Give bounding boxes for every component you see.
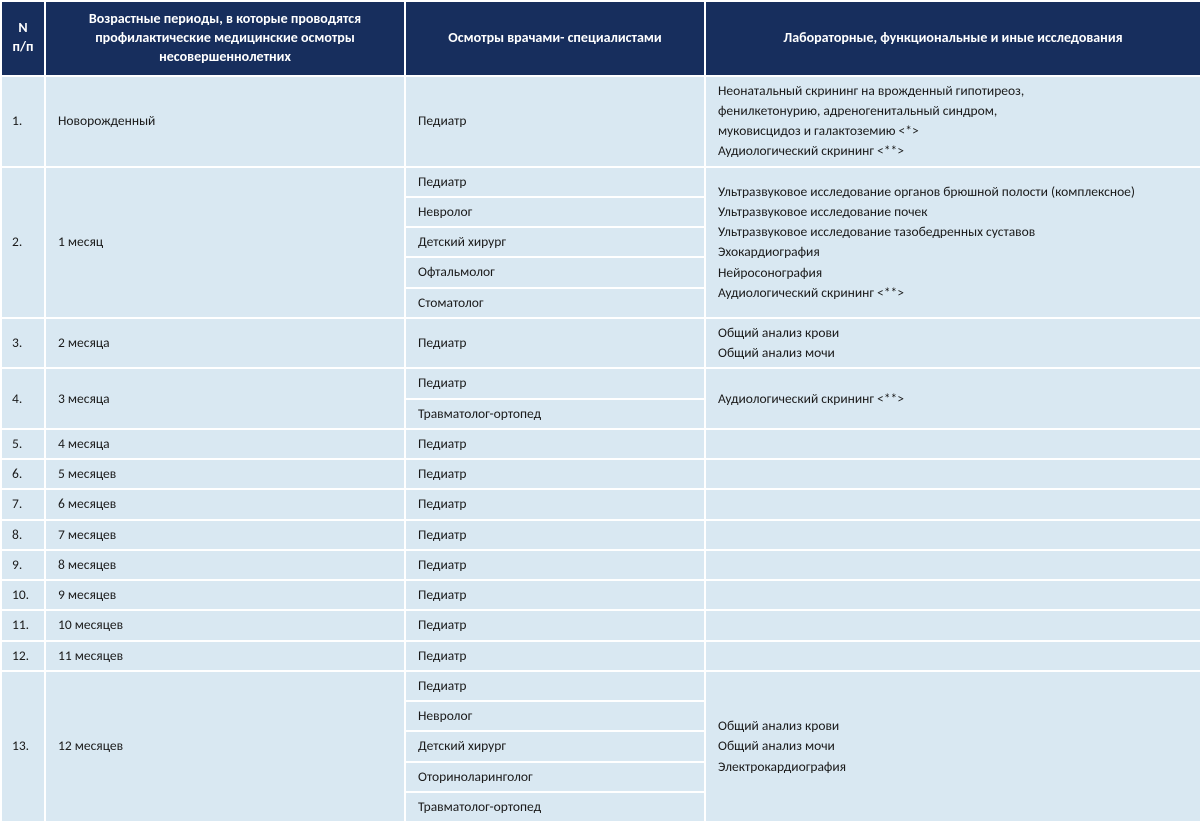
lab-line: Ультразвуковое исследование тазобедренны… (718, 222, 1188, 242)
cell-doctor: Педиатр (405, 76, 705, 167)
cell-age: Новорожденный (45, 76, 405, 167)
table-row: 7.6 месяцевПедиатр (1, 489, 1200, 519)
cell-age: 2 месяца (45, 318, 405, 369)
cell-doctor: Педиатр (405, 550, 705, 580)
cell-lab (705, 641, 1200, 671)
lab-line: Общий анализ мочи (718, 736, 1188, 756)
lab-line: Ультразвуковое исследование органов брюш… (718, 182, 1188, 202)
cell-doctor: Невролог (405, 701, 705, 731)
table-row: 6.5 месяцевПедиатр (1, 459, 1200, 489)
cell-lab: Аудиологический скрининг <**> (705, 368, 1200, 429)
cell-doctor: Невролог (405, 197, 705, 227)
cell-number: 3. (1, 318, 45, 369)
lab-line: Общий анализ крови (718, 716, 1188, 736)
medical-schedule-table: N п/п Возрастные периоды, в которые пров… (0, 0, 1200, 823)
cell-age: 11 месяцев (45, 641, 405, 671)
table-row: 4.3 месяцаПедиатрАудиологический скринин… (1, 368, 1200, 398)
table-body: 1.НоворожденныйПедиатрНеонатальный скрин… (1, 76, 1200, 823)
table-row: 1.НоворожденныйПедиатр Неонатальный скрин… (1, 76, 1200, 167)
cell-age: 7 месяцев (45, 520, 405, 550)
cell-doctor: Педиатр (405, 489, 705, 519)
table-row: 12.11 месяцевПедиатр (1, 641, 1200, 671)
cell-lab (705, 459, 1200, 489)
cell-age: 9 месяцев (45, 580, 405, 610)
cell-number: 11. (1, 610, 45, 640)
table-row: 5.4 месяцаПедиатр (1, 429, 1200, 459)
cell-doctor: Педиатр (405, 641, 705, 671)
lab-line: Электрокардиография (718, 757, 1188, 777)
cell-number: 12. (1, 641, 45, 671)
lab-line: Аудиологический скрининг <**> (718, 283, 1188, 303)
cell-number: 4. (1, 368, 45, 429)
cell-doctor: Педиатр (405, 520, 705, 550)
cell-lab (705, 520, 1200, 550)
lab-line: муковисцидоз и галактоземию <*> (718, 121, 1188, 141)
cell-doctor: Стоматолог (405, 288, 705, 318)
table-header: N п/п Возрастные периоды, в которые пров… (1, 1, 1200, 76)
cell-age: 8 месяцев (45, 550, 405, 580)
cell-doctor: Педиатр (405, 671, 705, 701)
cell-lab (705, 489, 1200, 519)
cell-doctor: Травматолог-ортопед (405, 399, 705, 429)
cell-number: 10. (1, 580, 45, 610)
cell-doctor: Детский хирург (405, 227, 705, 257)
cell-lab: Ультразвуковое исследование органов брюш… (705, 167, 1200, 318)
cell-doctor: Педиатр (405, 580, 705, 610)
cell-number: 9. (1, 550, 45, 580)
cell-age: 10 месяцев (45, 610, 405, 640)
lab-line: Эхокардиография (718, 242, 1188, 262)
cell-doctor: Оториноларинголог (405, 762, 705, 792)
cell-doctor: Педиатр (405, 610, 705, 640)
table-row: 2.1 месяцПедиатрУльтразвуковое исследова… (1, 167, 1200, 197)
cell-age: 4 месяца (45, 429, 405, 459)
cell-age: 6 месяцев (45, 489, 405, 519)
cell-doctor: Травматолог-ортопед (405, 792, 705, 822)
lab-line: Общий анализ крови (718, 323, 1188, 343)
cell-number: 8. (1, 520, 45, 550)
cell-lab: Неонатальный скрининг на врожденный гипо… (705, 76, 1200, 167)
cell-lab: Общий анализ кровиОбщий анализ мочиЭлект… (705, 671, 1200, 822)
cell-number: 5. (1, 429, 45, 459)
cell-lab (705, 610, 1200, 640)
lab-line: Аудиологический скрининг <**> (718, 389, 1188, 409)
cell-number: 13. (1, 671, 45, 822)
cell-doctor: Педиатр (405, 318, 705, 369)
cell-age: 12 месяцев (45, 671, 405, 822)
table-row: 11.10 месяцевПедиатр (1, 610, 1200, 640)
cell-age: 3 месяца (45, 368, 405, 429)
cell-doctor: Педиатр (405, 167, 705, 197)
cell-lab: Общий анализ кровиОбщий анализ мочи (705, 318, 1200, 369)
cell-lab (705, 429, 1200, 459)
cell-number: 6. (1, 459, 45, 489)
cell-number: 2. (1, 167, 45, 318)
table-row: 8.7 месяцевПедиатр (1, 520, 1200, 550)
lab-line: Нейросонография (718, 263, 1188, 283)
table-row: 13.12 месяцевПедиатрОбщий анализ кровиОб… (1, 671, 1200, 701)
lab-line: Общий анализ мочи (718, 343, 1188, 363)
cell-doctor: Педиатр (405, 429, 705, 459)
cell-doctor: Педиатр (405, 368, 705, 398)
cell-doctor: Офтальмолог (405, 257, 705, 287)
cell-age: 1 месяц (45, 167, 405, 318)
cell-age: 5 месяцев (45, 459, 405, 489)
lab-line: Аудиологический скрининг <**> (718, 141, 1188, 161)
lab-line: Ультразвуковое исследование почек (718, 202, 1188, 222)
table-row: 3.2 месяцаПедиатрОбщий анализ кровиОбщий… (1, 318, 1200, 369)
table-row: 9.8 месяцевПедиатр (1, 550, 1200, 580)
col-header-doc: Осмотры врачами- специалистами (405, 1, 705, 76)
cell-doctor: Детский хирург (405, 731, 705, 761)
cell-number: 1. (1, 76, 45, 167)
lab-line: Неонатальный скрининг на врожденный гипо… (718, 81, 1188, 101)
col-header-lab: Лабораторные, функциональные и иные иссл… (705, 1, 1200, 76)
col-header-age: Возрастные периоды, в которые проводятся… (45, 1, 405, 76)
cell-lab (705, 550, 1200, 580)
cell-number: 7. (1, 489, 45, 519)
cell-lab (705, 580, 1200, 610)
col-header-number: N п/п (1, 1, 45, 76)
table-row: 10.9 месяцевПедиатр (1, 580, 1200, 610)
lab-line: фенилкетонурию, адреногенитальный синдро… (718, 101, 1188, 121)
cell-doctor: Педиатр (405, 459, 705, 489)
